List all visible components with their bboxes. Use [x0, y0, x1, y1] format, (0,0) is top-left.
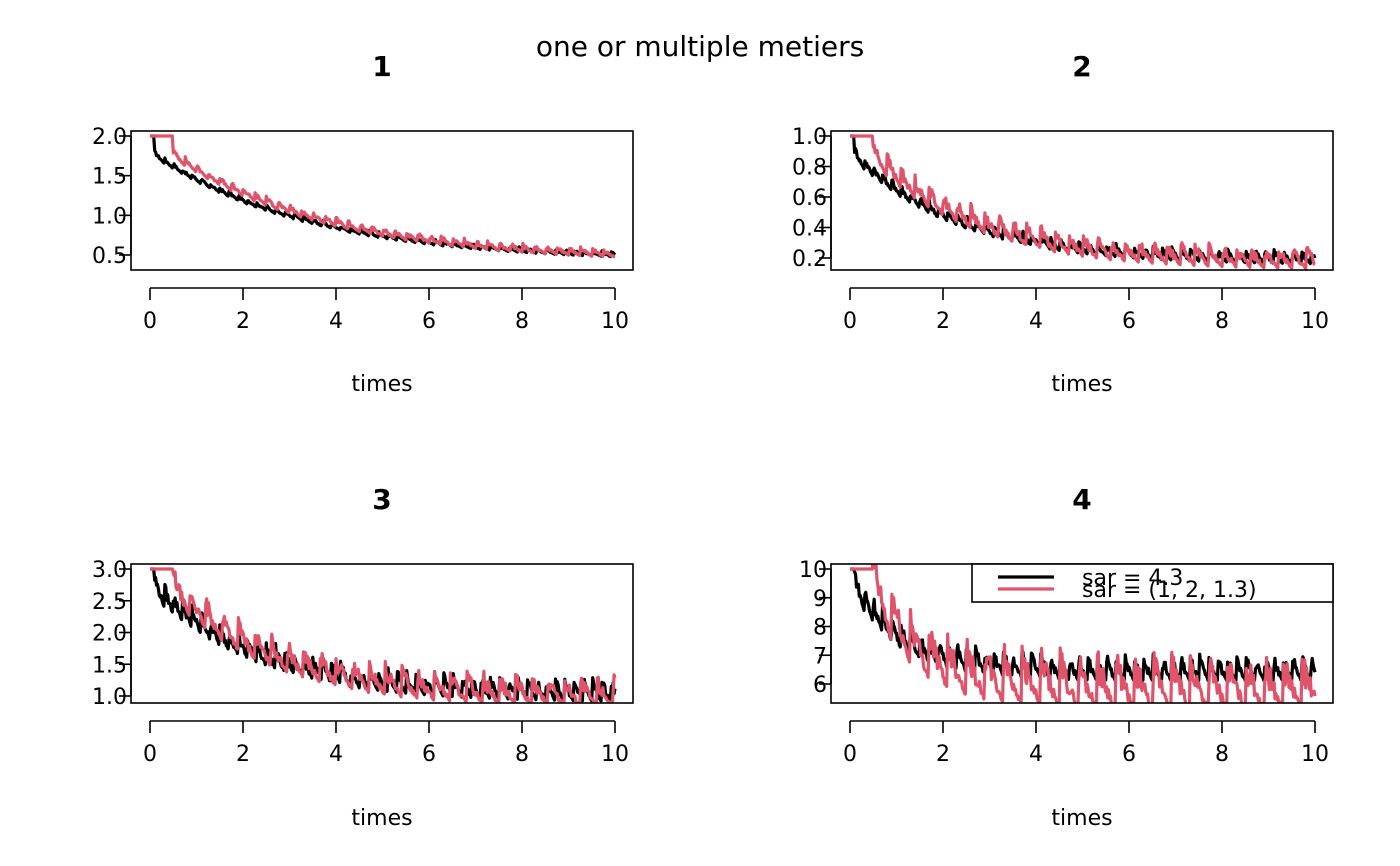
y-axis: 6 7 8 9 10 — [799, 558, 832, 698]
x-tick-label: 10 — [601, 742, 629, 767]
x-tick-label: 6 — [1122, 309, 1136, 334]
x-tick-label: 0 — [143, 742, 157, 767]
x-axis: 0 2 4 6 8 10 times — [843, 720, 1329, 831]
x-axis: 0 2 4 6 8 10 times — [843, 287, 1329, 397]
x-tick-label: 8 — [515, 309, 529, 334]
x-tick-label: 2 — [236, 309, 250, 334]
y-tick-label: 10 — [799, 558, 827, 583]
y-tick-label: 0.6 — [792, 186, 827, 211]
x-tick-label: 10 — [601, 309, 629, 334]
panel-title: 4 — [1072, 483, 1091, 516]
x-tick-label: 2 — [936, 309, 950, 334]
x-tick-label: 4 — [1029, 742, 1043, 767]
x-tick-label: 4 — [329, 309, 343, 334]
y-tick-label: 1.0 — [92, 685, 127, 710]
x-tick-label: 4 — [1029, 309, 1043, 334]
y-tick-label: 6 — [813, 673, 827, 698]
panel-3: 3 0 2 4 6 8 10 times 1.0 1.5 2.0 2.5 3.0 — [92, 483, 634, 831]
x-tick-label: 10 — [1301, 742, 1329, 767]
y-tick-label: 2.5 — [92, 590, 127, 615]
figure-title: one or multiple metiers — [536, 30, 864, 63]
panel-title: 2 — [1072, 50, 1091, 83]
x-axis-label: times — [1051, 372, 1112, 397]
y-tick-label: 0.8 — [792, 156, 827, 181]
panel-title: 1 — [372, 50, 391, 83]
x-tick-label: 6 — [422, 742, 436, 767]
x-tick-label: 8 — [1215, 309, 1229, 334]
y-tick-label: 1.5 — [92, 653, 127, 678]
legend-box — [971, 563, 1334, 603]
y-tick-label: 2.0 — [92, 622, 127, 647]
x-tick-label: 4 — [329, 742, 343, 767]
panel-title: 3 — [372, 483, 391, 516]
series-line-2 — [849, 564, 1317, 703]
y-tick-label: 8 — [813, 616, 827, 641]
y-tick-label: 1.0 — [792, 125, 827, 150]
series-line-2 — [149, 567, 617, 703]
y-tick-label: 3.0 — [92, 558, 127, 583]
y-tick-label: 7 — [813, 644, 827, 669]
x-tick-label: 0 — [843, 309, 857, 334]
y-tick-label: 1.0 — [92, 204, 127, 229]
y-axis: 0.2 0.4 0.6 0.8 1.0 — [792, 125, 832, 272]
series-line-2 — [849, 134, 1316, 270]
x-tick-label: 6 — [422, 309, 436, 334]
y-tick-label: 0.2 — [792, 247, 827, 272]
y-tick-label: 2.0 — [92, 125, 127, 150]
legend-label-1: sar = 4.3 — [1082, 566, 1183, 591]
series-line-1 — [149, 134, 617, 259]
legend-label-2: sar = (1, 2, 1.3) — [1082, 578, 1257, 603]
x-tick-label: 6 — [1122, 742, 1136, 767]
y-tick-label: 0.4 — [792, 217, 827, 242]
x-tick-label: 0 — [143, 309, 157, 334]
y-axis: 1.0 1.5 2.0 2.5 3.0 — [92, 558, 132, 710]
y-tick-label: 9 — [813, 587, 827, 612]
x-axis-label: times — [351, 372, 412, 397]
panel-2: 2 0 2 4 6 8 10 times 0.2 0.4 0.6 0.8 1.0 — [792, 50, 1334, 397]
y-axis: 0.5 1.0 1.5 2.0 — [92, 125, 132, 269]
y-tick-label: 1.5 — [92, 165, 127, 190]
x-axis-label: times — [1051, 806, 1112, 831]
x-axis: 0 2 4 6 8 10 times — [143, 287, 629, 397]
x-axis: 0 2 4 6 8 10 times — [143, 720, 629, 831]
x-tick-label: 2 — [936, 742, 950, 767]
x-tick-label: 8 — [515, 742, 529, 767]
y-tick-label: 0.5 — [92, 244, 127, 269]
x-tick-label: 0 — [843, 742, 857, 767]
x-tick-label: 8 — [1215, 742, 1229, 767]
x-tick-label: 10 — [1301, 309, 1329, 334]
series-line-2 — [149, 134, 616, 259]
x-tick-label: 2 — [236, 742, 250, 767]
x-axis-label: times — [351, 806, 412, 831]
